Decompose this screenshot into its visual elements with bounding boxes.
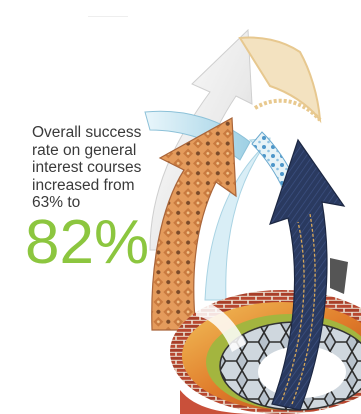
- stat-line-3: interest courses: [32, 159, 142, 176]
- stat-text-block: Overall success rate on general interest…: [32, 124, 162, 212]
- stat-line-1: Overall success: [32, 124, 142, 141]
- stat-highlight-percent: 82%: [25, 208, 150, 277]
- quilt-arrow: [151, 117, 237, 331]
- stat-line-5: 63% to: [32, 194, 81, 211]
- glass-shards: [196, 258, 348, 352]
- ring-stack: [170, 290, 361, 414]
- denim-arrow: [269, 138, 346, 411]
- stat-line-4: increased from: [32, 176, 135, 194]
- stat-line-2: rate on general: [32, 141, 137, 159]
